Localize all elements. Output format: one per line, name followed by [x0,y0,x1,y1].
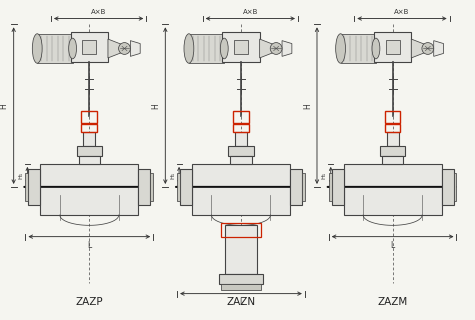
Polygon shape [108,39,123,58]
Bar [380,146,405,156]
Text: ZAZN: ZAZN [227,297,256,308]
Bar [225,225,256,275]
Bar [233,124,249,132]
Bar [341,34,376,63]
Bar [442,169,454,204]
Bar [189,34,224,63]
Ellipse shape [336,34,345,63]
Bar [386,40,399,54]
Ellipse shape [422,43,434,54]
Bar [78,156,100,164]
Ellipse shape [372,38,380,59]
Bar [343,164,442,215]
Text: L: L [239,298,243,307]
Text: A×B: A×B [394,9,409,15]
Text: A×B: A×B [91,9,106,15]
Bar [84,132,95,146]
Bar [150,173,153,201]
Bar [454,173,456,201]
Bar [302,173,305,201]
Bar [387,132,399,146]
Bar [81,111,97,123]
Bar [37,34,73,63]
Bar [219,275,263,284]
Bar [374,32,411,62]
Bar [234,40,248,54]
Bar [83,40,96,54]
Polygon shape [282,41,292,56]
Text: H: H [303,103,312,108]
Text: H₁: H₁ [170,172,175,179]
Bar [221,284,261,290]
Ellipse shape [32,34,42,63]
Ellipse shape [184,34,194,63]
Ellipse shape [69,38,76,59]
Bar [26,173,28,201]
Bar [385,124,400,132]
Text: H: H [152,103,161,108]
Polygon shape [130,41,140,56]
Bar [228,146,254,156]
Polygon shape [411,39,427,58]
Bar [290,169,302,204]
Bar [28,169,40,204]
Ellipse shape [270,43,282,54]
Bar [81,124,97,132]
Ellipse shape [220,38,228,59]
Text: L: L [87,241,91,250]
Bar [233,111,249,123]
Bar [221,223,261,237]
Bar [180,169,192,204]
Bar [385,111,400,123]
Bar [138,169,150,204]
Bar [71,32,108,62]
Bar [192,164,290,215]
Bar [222,32,260,62]
Bar [76,146,102,156]
Text: H: H [0,103,9,108]
Polygon shape [434,41,444,56]
Ellipse shape [119,43,130,54]
Text: H₁: H₁ [322,172,327,179]
Text: ZAZP: ZAZP [76,297,103,308]
Polygon shape [260,39,275,58]
Text: H₁: H₁ [19,172,23,179]
Bar [177,173,180,201]
Bar [235,132,247,146]
Bar [329,173,332,201]
Text: L: L [390,241,395,250]
Text: ZAZM: ZAZM [378,297,408,308]
Bar [230,156,252,164]
Bar [40,164,138,215]
Text: A×B: A×B [243,9,258,15]
Bar [332,169,343,204]
Bar [382,156,403,164]
